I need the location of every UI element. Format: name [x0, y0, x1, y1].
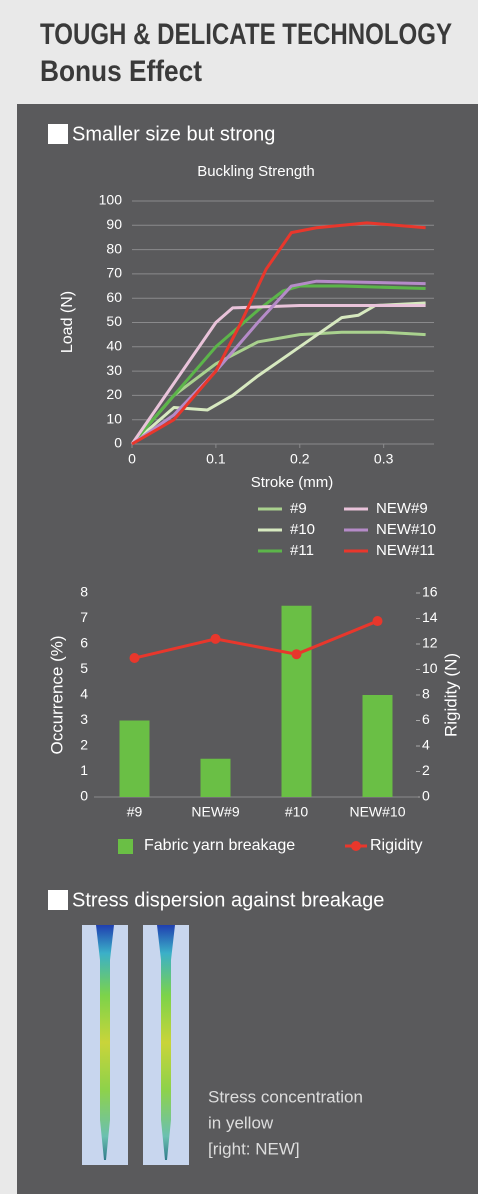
- legend-label: #11: [290, 542, 314, 559]
- y-tick-label: 50: [106, 313, 122, 329]
- y-tick-label: 0: [114, 435, 122, 451]
- y2-tick-label: 6: [422, 711, 430, 727]
- y-tick-label: 40: [106, 338, 122, 354]
- x-tick-label: #9: [127, 804, 143, 820]
- needle-image: [82, 925, 128, 1165]
- line-marker: [291, 649, 302, 660]
- legend-swatch: [118, 839, 133, 854]
- y-tick-label: 0: [80, 788, 88, 804]
- series-line: [131, 221, 426, 446]
- y-tick-label: 6: [80, 635, 88, 651]
- legend-label: NEW#11: [376, 542, 435, 559]
- bar: [200, 758, 231, 797]
- y-tick-label: 1: [80, 762, 88, 778]
- y2-tick-label: 12: [422, 635, 438, 651]
- legend-label: Rigidity: [370, 837, 422, 854]
- bar: [362, 695, 393, 797]
- series-line: [131, 301, 426, 446]
- y-tick-label: 4: [80, 686, 88, 702]
- y2-axis-label: Rigidity (N): [441, 653, 460, 737]
- bar: [119, 720, 150, 797]
- y-tick-label: 2: [80, 737, 88, 753]
- series-line: [131, 279, 426, 446]
- section-heading: Stress dispersion against breakage: [72, 889, 384, 911]
- line-marker: [210, 633, 221, 644]
- y-tick-label: 3: [80, 711, 88, 727]
- y2-tick-label: 0: [422, 788, 430, 804]
- x-tick-label: 0.1: [206, 451, 226, 467]
- x-tick-label: NEW#9: [191, 804, 239, 820]
- legend-label: #10: [290, 521, 315, 538]
- x-tick-label: 0: [128, 451, 136, 467]
- y-axis-label: Occurrence (%): [47, 635, 66, 754]
- y2-tick-label: 14: [422, 609, 438, 625]
- legend-label: NEW#9: [376, 500, 428, 517]
- y-tick-label: 30: [106, 362, 122, 378]
- series-line: [130, 330, 426, 445]
- line-marker: [372, 616, 383, 627]
- legend-label: Fabric yarn breakage: [144, 837, 295, 854]
- y-tick-label: 20: [106, 386, 122, 402]
- series-line: [134, 619, 379, 660]
- y-tick-label: 5: [80, 660, 88, 676]
- y2-tick-label: 4: [422, 737, 430, 753]
- bar: [281, 605, 312, 797]
- legend-swatch: [351, 841, 361, 851]
- header-subtitle: Bonus Effect: [40, 55, 202, 88]
- legend-label: #9: [290, 500, 307, 517]
- series-line: [130, 284, 426, 445]
- y-axis-label: Load (N): [59, 291, 76, 353]
- caption: Stress concentration: [208, 1087, 363, 1106]
- header-band: [0, 0, 478, 104]
- section-heading: Smaller size but strong: [72, 123, 275, 145]
- x-tick-label: 0.2: [290, 451, 310, 467]
- heading-square: [48, 124, 68, 144]
- legend-label: NEW#10: [376, 521, 436, 538]
- x-tick-label: 0.3: [374, 451, 394, 467]
- heading-square: [48, 890, 68, 910]
- y-tick-label: 70: [106, 265, 122, 281]
- y-tick-label: 8: [80, 584, 88, 600]
- left-strip: [0, 104, 17, 1194]
- y2-tick-label: 2: [422, 762, 430, 778]
- y-tick-label: 80: [106, 240, 122, 256]
- y-tick-label: 7: [80, 609, 88, 625]
- x-tick-label: #10: [285, 804, 309, 820]
- y-tick-label: 60: [106, 289, 122, 305]
- y-tick-label: 90: [106, 216, 122, 232]
- y-tick-label: 100: [99, 192, 123, 208]
- header-title: TOUGH & DELICATE TECHNOLOGY: [40, 18, 452, 51]
- needle-image: [143, 925, 189, 1165]
- x-tick-label: NEW#10: [349, 804, 405, 820]
- line-marker: [129, 653, 140, 664]
- y2-tick-label: 8: [422, 686, 430, 702]
- series-line: [130, 303, 426, 445]
- y2-tick-label: 10: [422, 660, 438, 676]
- caption: [right: NEW]: [208, 1139, 300, 1158]
- y2-tick-label: 16: [422, 584, 438, 600]
- chart-title: Buckling Strength: [197, 163, 315, 180]
- y-tick-label: 10: [106, 410, 122, 426]
- caption: in yellow: [208, 1113, 274, 1132]
- x-axis-label: Stroke (mm): [251, 474, 334, 491]
